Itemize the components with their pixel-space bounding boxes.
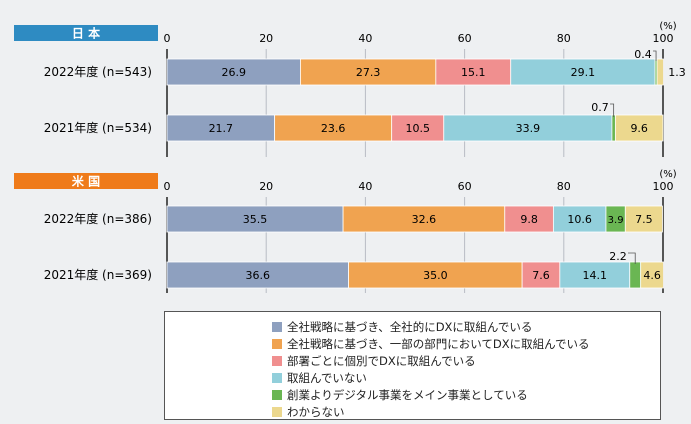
legend-swatch xyxy=(272,373,282,383)
category-label: 2021年度 (n=534) xyxy=(44,120,152,135)
legend-item: 全社戦略に基づき、全社的にDXに取組んでいる xyxy=(272,319,532,335)
legend-item: 全社戦略に基づき、一部の部門においてDXに取組んでいる xyxy=(272,336,590,352)
category-label: 2022年度 (n=386) xyxy=(44,211,152,226)
legend-swatch xyxy=(272,390,282,400)
tick-label: 0 xyxy=(164,32,171,45)
data-label: 9.6 xyxy=(630,122,648,135)
data-label: 23.6 xyxy=(321,122,346,135)
data-label: 21.7 xyxy=(209,122,234,135)
data-label: 26.9 xyxy=(221,66,246,79)
category-label: 2022年度 (n=543) xyxy=(44,64,152,79)
legend-label: 創業よりデジタル事業をメイン事業としている xyxy=(287,388,528,402)
category-label: 2021年度 (n=369) xyxy=(44,267,152,282)
legend-label: 全社戦略に基づき、全社的にDXに取組んでいる xyxy=(287,320,533,334)
data-label: 0.4 xyxy=(634,48,652,61)
bar-segment xyxy=(443,114,613,142)
legend-item: 部署ごとに個別でDXに取組んでいる xyxy=(272,353,476,369)
callout-line xyxy=(628,252,636,264)
data-label: 36.6 xyxy=(246,269,271,282)
tick-label: 80 xyxy=(557,180,571,193)
bar-segment xyxy=(435,58,512,86)
region-tag xyxy=(14,25,158,41)
callout-line xyxy=(653,50,657,61)
tick-label: 100 xyxy=(653,180,674,193)
tick-label: 60 xyxy=(458,180,472,193)
bar-segment xyxy=(559,261,631,289)
tick-label: 20 xyxy=(259,32,273,45)
data-label: 0.7 xyxy=(591,101,609,114)
data-label: 29.1 xyxy=(571,66,596,79)
data-label: 2.2 xyxy=(609,250,627,263)
region-tag xyxy=(14,173,158,189)
region-tag-label: 米 国 xyxy=(72,174,100,189)
tick-label: 60 xyxy=(458,32,472,45)
bar-segment xyxy=(656,58,664,86)
data-label: 9.8 xyxy=(520,213,538,226)
legend-swatch xyxy=(272,322,282,332)
bar-segment xyxy=(342,205,506,233)
region-tag-label: 日 本 xyxy=(72,26,100,41)
data-label: 33.9 xyxy=(516,122,541,135)
data-label: 14.1 xyxy=(583,269,608,282)
tick-label: 40 xyxy=(358,32,372,45)
bar-segment xyxy=(640,261,664,289)
data-label: 35.5 xyxy=(243,213,268,226)
data-label: 7.6 xyxy=(532,269,550,282)
legend: 全社戦略に基づき、全社的にDXに取組んでいる 全社戦略に基づき、一部の部門におい… xyxy=(164,311,661,420)
axis-unit: (%) xyxy=(659,21,676,32)
data-label: 32.6 xyxy=(412,213,437,226)
bar-segment xyxy=(510,58,656,86)
bar-segment xyxy=(166,114,276,142)
bar-segment xyxy=(629,261,642,289)
data-label: 10.6 xyxy=(567,213,592,226)
bar-segment xyxy=(274,114,393,142)
data-label: 4.6 xyxy=(643,269,661,282)
data-label: 27.3 xyxy=(356,66,381,79)
axis-unit: (%) xyxy=(659,169,676,180)
data-label: 1.3 xyxy=(668,66,686,79)
bar-segment xyxy=(611,114,616,142)
legend-label: わからない xyxy=(287,405,345,419)
legend-item: 取組んでいない xyxy=(272,370,367,386)
callout-line xyxy=(610,103,615,117)
data-label: 10.5 xyxy=(405,122,430,135)
data-label: 3.9 xyxy=(608,215,624,226)
legend-label: 全社戦略に基づき、一部の部門においてDXに取組んでいる xyxy=(287,337,590,351)
bar-segment xyxy=(624,205,663,233)
legend-label: 取組んでいない xyxy=(287,371,367,385)
data-label: 7.5 xyxy=(635,213,653,226)
legend-item: 創業よりデジタル事業をメイン事業としている xyxy=(272,387,528,403)
tick-label: 20 xyxy=(259,180,273,193)
legend-swatch xyxy=(272,407,282,417)
bar-segment xyxy=(166,205,344,233)
tick-label: 40 xyxy=(358,180,372,193)
legend-label: 部署ごとに個別でDXに取組んでいる xyxy=(287,354,476,368)
tick-label: 0 xyxy=(164,180,171,193)
tick-label: 100 xyxy=(653,32,674,45)
bar-segment xyxy=(348,261,523,289)
legend-swatch xyxy=(272,356,282,366)
bar-segment xyxy=(166,58,301,86)
legend-swatch xyxy=(272,339,282,349)
data-label: 15.1 xyxy=(461,66,486,79)
legend-item: わからない xyxy=(272,404,345,420)
bar-segment xyxy=(614,114,664,142)
data-label: 35.0 xyxy=(423,269,448,282)
tick-label: 80 xyxy=(557,32,571,45)
bar-segment xyxy=(300,58,437,86)
